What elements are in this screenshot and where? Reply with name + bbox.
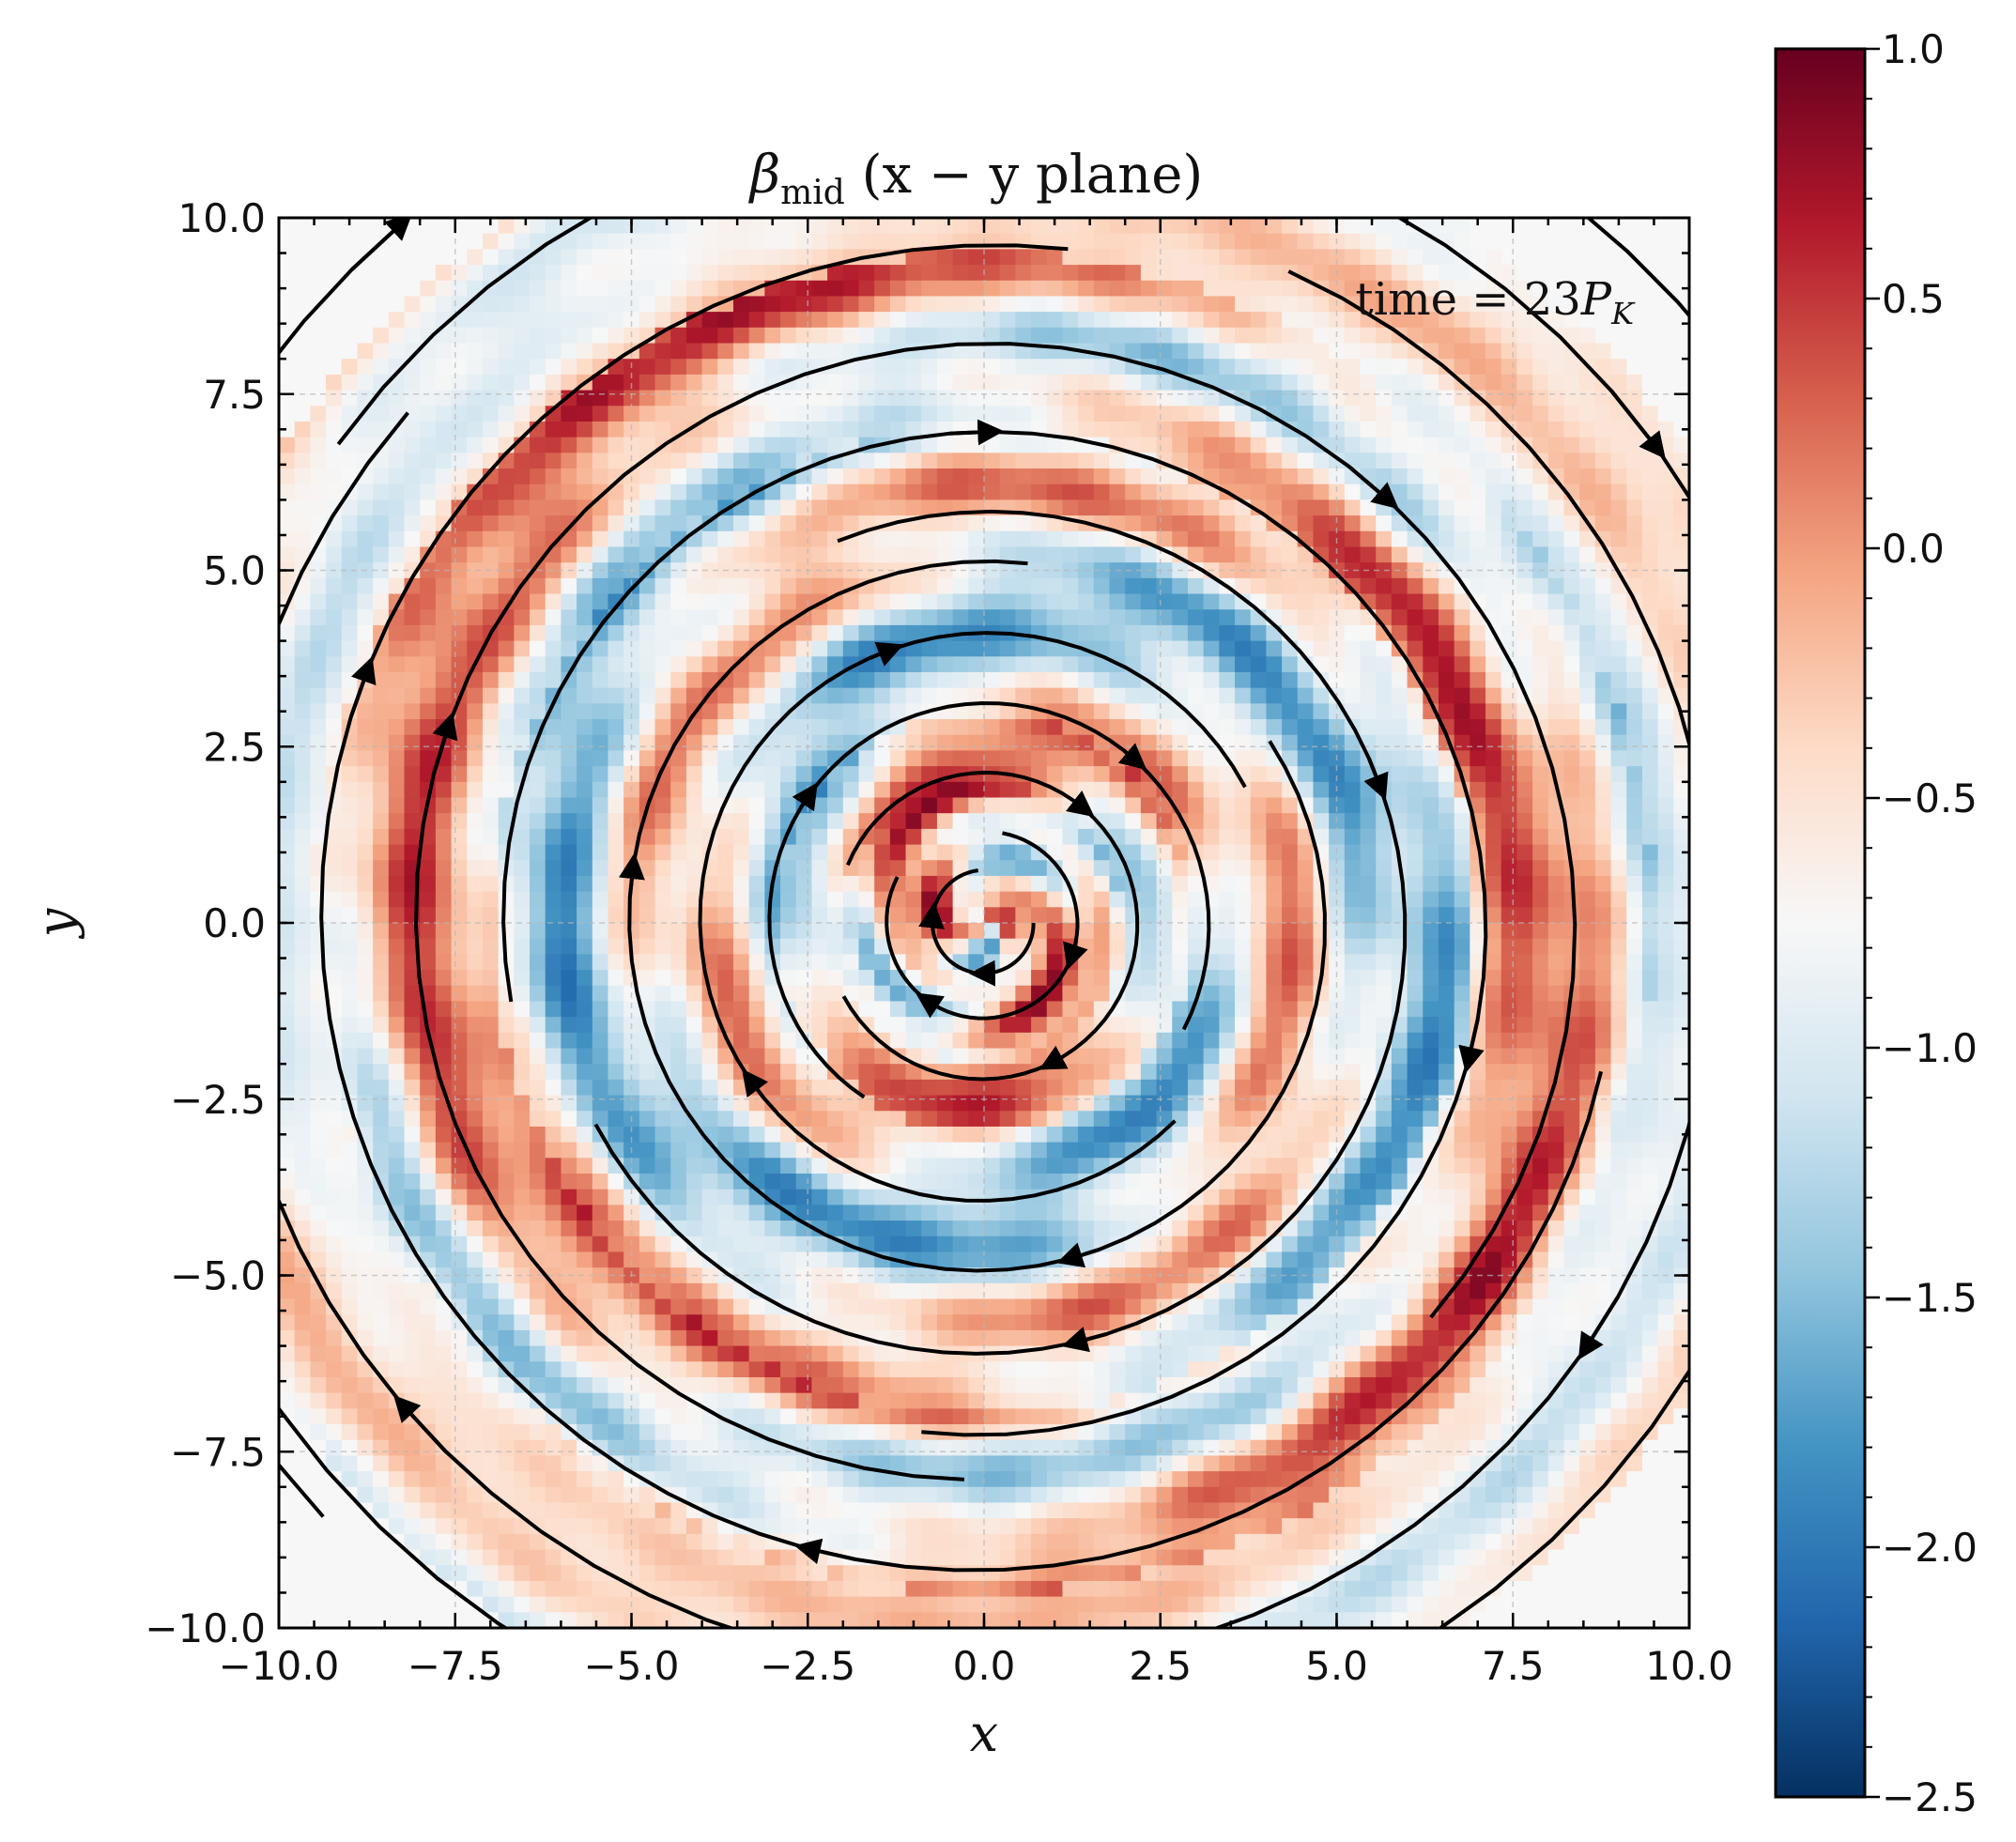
colorbar-tick-label: −0.5 (1882, 775, 1978, 821)
y-tick-label: −7.5 (170, 1429, 266, 1475)
y-tick-label: 2.5 (203, 724, 266, 770)
y-tick-label: −10.0 (145, 1605, 266, 1651)
x-tick-labels: −10.0 −7.5 −5.0 −2.5 0.0 2.5 5.0 7.5 10.0 (219, 1643, 1733, 1689)
x-tick-label: 10.0 (1645, 1643, 1733, 1689)
x-tick-label: −10.0 (219, 1643, 340, 1689)
streamlines (279, 218, 1689, 1628)
x-tick-label: −7.5 (408, 1643, 503, 1689)
colorbar-tick-label: 0.0 (1882, 526, 1945, 572)
y-tick-label: 10.0 (177, 195, 266, 241)
y-tick-label: 7.5 (203, 372, 266, 418)
colorbar-tick-label: −1.0 (1882, 1025, 1978, 1071)
x-tick-label: 0.0 (953, 1643, 1016, 1689)
colorbar-tick-label: 0.5 (1882, 276, 1945, 322)
y-tick-label: −5.0 (170, 1253, 266, 1299)
y-tick-label: −2.5 (170, 1077, 266, 1123)
colorbar-tick-label: 1.0 (1882, 26, 1945, 72)
x-tick-label: 7.5 (1482, 1643, 1545, 1689)
x-axis-label: x (970, 1704, 998, 1763)
y-tick-label: 0.0 (203, 900, 266, 946)
axis-ticks (277, 216, 1691, 1630)
colorbar-tick-label: −2.0 (1882, 1525, 1978, 1571)
time-annotation: time = 23PK (1355, 273, 1636, 331)
y-tick-labels: −10.0 −7.5 −5.0 −2.5 0.0 2.5 5.0 7.5 10.0 (145, 195, 266, 1651)
x-tick-label: 5.0 (1305, 1643, 1368, 1689)
colorbar-tick-label: −2.5 (1882, 1774, 1978, 1820)
colorbar (1774, 47, 1867, 1799)
y-axis-label: y (26, 907, 85, 939)
x-tick-label: −5.0 (584, 1643, 680, 1689)
chart-title: βmid (x − y plane) (748, 145, 1203, 212)
colorbar-tick-label: −1.5 (1882, 1275, 1978, 1321)
colorbar-ticks: 1.0 0.5 0.0 −0.5 −1.0 −1.5 −2.0 −2.5 (1865, 26, 1978, 1820)
y-tick-label: 5.0 (203, 548, 266, 594)
x-tick-label: 2.5 (1129, 1643, 1192, 1689)
x-tick-label: −2.5 (760, 1643, 855, 1689)
